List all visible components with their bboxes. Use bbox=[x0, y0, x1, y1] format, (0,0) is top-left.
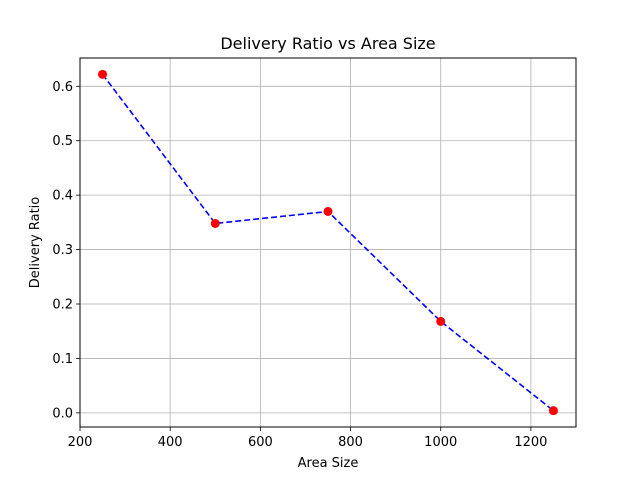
x-tick-label: 400 bbox=[158, 435, 183, 450]
y-axis-ticks: 0.0 0.1 0.2 0.3 0.4 0.5 0.6 bbox=[52, 80, 80, 421]
data-point bbox=[98, 69, 108, 79]
x-axis-ticks: 200 400 600 800 1000 1200 bbox=[68, 427, 547, 450]
y-tick-label: 0.3 bbox=[52, 243, 73, 258]
y-tick-label: 0.5 bbox=[52, 134, 73, 149]
grid bbox=[79, 58, 576, 427]
x-tick-label: 600 bbox=[248, 435, 273, 450]
x-axis-label: Area Size bbox=[298, 456, 359, 471]
y-tick-label: 0.6 bbox=[52, 80, 73, 95]
data-point bbox=[548, 406, 558, 416]
x-tick-label: 200 bbox=[68, 435, 93, 450]
chart-title: Delivery Ratio vs Area Size bbox=[220, 34, 435, 53]
plot-area-frame bbox=[79, 57, 577, 428]
x-tick-label: 1200 bbox=[514, 435, 547, 450]
data-point bbox=[436, 316, 446, 326]
series-marker-layer bbox=[98, 69, 558, 416]
y-tick-label: 0.0 bbox=[52, 406, 73, 421]
x-tick-label: 1000 bbox=[424, 435, 457, 450]
y-tick-label: 0.1 bbox=[52, 352, 73, 367]
x-tick-label: 800 bbox=[338, 435, 363, 450]
data-point bbox=[210, 218, 220, 228]
y-tick-label: 0.2 bbox=[52, 298, 73, 313]
data-point bbox=[323, 206, 333, 216]
y-axis-label: Delivery Ratio bbox=[28, 197, 43, 289]
y-tick-label: 0.4 bbox=[52, 189, 73, 204]
